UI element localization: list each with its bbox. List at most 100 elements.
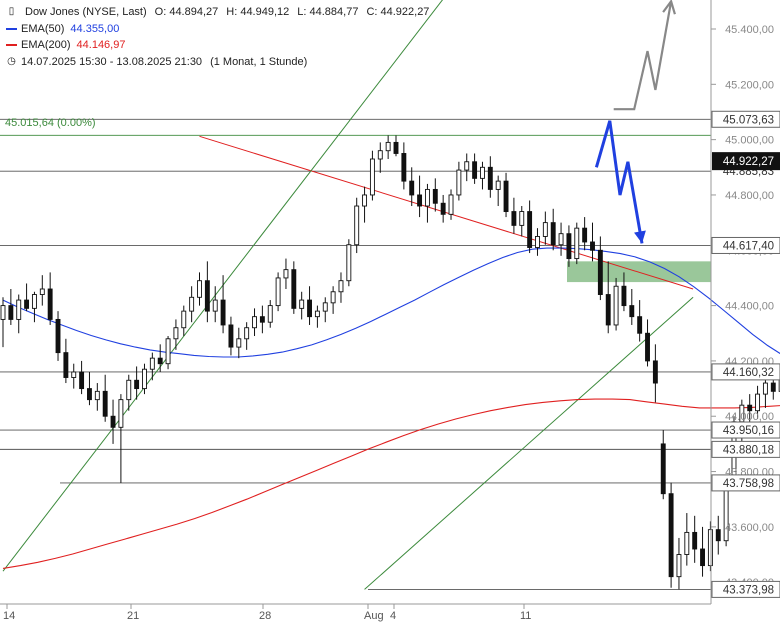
price-level-tag: [711, 110, 780, 128]
legend-close: C: 44.922,27: [366, 6, 430, 18]
candle-body: [401, 153, 407, 182]
candle-body: [645, 332, 650, 362]
y-tick-label: 44.400,00: [725, 301, 774, 313]
candle-body: [220, 299, 226, 326]
price-level-tag: [711, 580, 780, 598]
price-levels: [0, 118, 711, 590]
trendline-green-support-left: [2, 0, 444, 572]
price-level-label: 43.880,18: [723, 444, 774, 456]
trendline-green-support-right: [364, 296, 694, 590]
candle-body: [707, 529, 713, 567]
candle-body: [448, 194, 454, 215]
candle-body: [692, 531, 698, 550]
candle-body: [629, 305, 635, 318]
candle-body: [495, 180, 501, 190]
candle-body: [652, 360, 658, 384]
price-level-label: 45.073,63: [723, 114, 774, 126]
clock-icon: ◷: [7, 55, 16, 67]
legend-ema200-label: EMA(200): [21, 39, 71, 51]
candle-body: [487, 166, 493, 190]
candle-body: [715, 529, 721, 542]
candle-body: [424, 188, 430, 207]
x-tick-label: 11: [520, 610, 531, 622]
legend-low: L: 44.884,77: [297, 6, 359, 18]
candle-body: [71, 371, 77, 378]
price-level-tag: [711, 363, 780, 381]
candle-body: [228, 324, 234, 348]
candle-body: [330, 291, 336, 304]
price-level-tag: [711, 236, 780, 254]
legend-ema50-label: EMA(50): [21, 22, 65, 35]
ema50-line: [2, 247, 780, 358]
reference-price-label: 45.015,64 (0.00%): [5, 117, 96, 129]
forecast-grey-scenario: [613, 1, 673, 111]
candle-body: [102, 390, 108, 417]
candle-body: [134, 379, 140, 390]
candle-body: [189, 296, 195, 312]
candle-body: [283, 269, 289, 279]
candle-body: [535, 235, 540, 248]
candle-body: [409, 180, 415, 196]
legend-ema200-value: 44.146,97: [76, 39, 126, 51]
x-tick-label: Aug: [364, 610, 384, 622]
candlestick-icon: ▯: [8, 6, 15, 17]
candles: [0, 135, 780, 590]
candle-body: [275, 277, 281, 307]
candle-body: [456, 169, 462, 196]
candle-body: [417, 194, 423, 207]
candle-body: [157, 357, 163, 365]
support-zone-rect: [567, 261, 711, 283]
candle-body: [252, 316, 257, 329]
candle-body: [700, 548, 705, 567]
legend-range-extra: (1 Monat, 1 Stunde): [210, 55, 308, 68]
legend-instrument: Dow Jones (NYSE, Last): [25, 6, 147, 18]
candle-body: [39, 288, 45, 295]
price-level-label: 43.758,98: [723, 478, 774, 490]
candle-body: [110, 415, 116, 428]
candle-body: [684, 531, 690, 555]
forecast-arrows: [594, 0, 676, 244]
candle-body: [668, 493, 674, 578]
legend-high: H: 44.949,12: [226, 6, 290, 18]
candle-body: [142, 368, 147, 390]
ema200-swatch: [6, 44, 17, 47]
candle-body: [63, 352, 69, 378]
candle-body: [574, 227, 580, 260]
y-tick-label: 44.800,00: [725, 190, 774, 202]
candle-body: [0, 305, 6, 320]
candle-body: [79, 371, 85, 390]
candle-body: [204, 280, 210, 312]
candle-body: [676, 554, 682, 578]
candle-body: [31, 294, 37, 309]
candle-body: [94, 390, 100, 401]
legend-ema50: EMA(50) 44.355,00: [6, 21, 437, 38]
candle-body: [590, 241, 595, 251]
y-tick-label: 45.400,00: [725, 24, 774, 36]
trendline-red-resistance: [199, 135, 694, 290]
candle-body: [747, 404, 753, 412]
x-tick-label: 14: [3, 610, 15, 622]
candle-body: [346, 244, 352, 282]
candle-body: [377, 150, 383, 160]
candle-body: [212, 299, 218, 312]
candle-body: [8, 305, 14, 320]
candle-body: [660, 443, 666, 495]
candle-body: [236, 338, 242, 348]
candle-body: [47, 288, 53, 320]
candle-body: [637, 316, 643, 334]
candle-body: [118, 399, 124, 428]
candle-body: [385, 141, 391, 152]
y-tick-label: 45.000,00: [725, 135, 774, 147]
candle-body: [299, 299, 305, 309]
candle-body: [762, 382, 768, 395]
candle-body: [244, 327, 250, 340]
candle-body: [165, 338, 171, 365]
candle-body: [149, 357, 155, 370]
candle-body: [126, 379, 132, 401]
y-tick-label: 45.200,00: [725, 79, 774, 91]
candle-body: [550, 222, 556, 246]
y-tick-label: 44.000,00: [725, 411, 774, 423]
x-tick-label: 4: [390, 610, 396, 622]
